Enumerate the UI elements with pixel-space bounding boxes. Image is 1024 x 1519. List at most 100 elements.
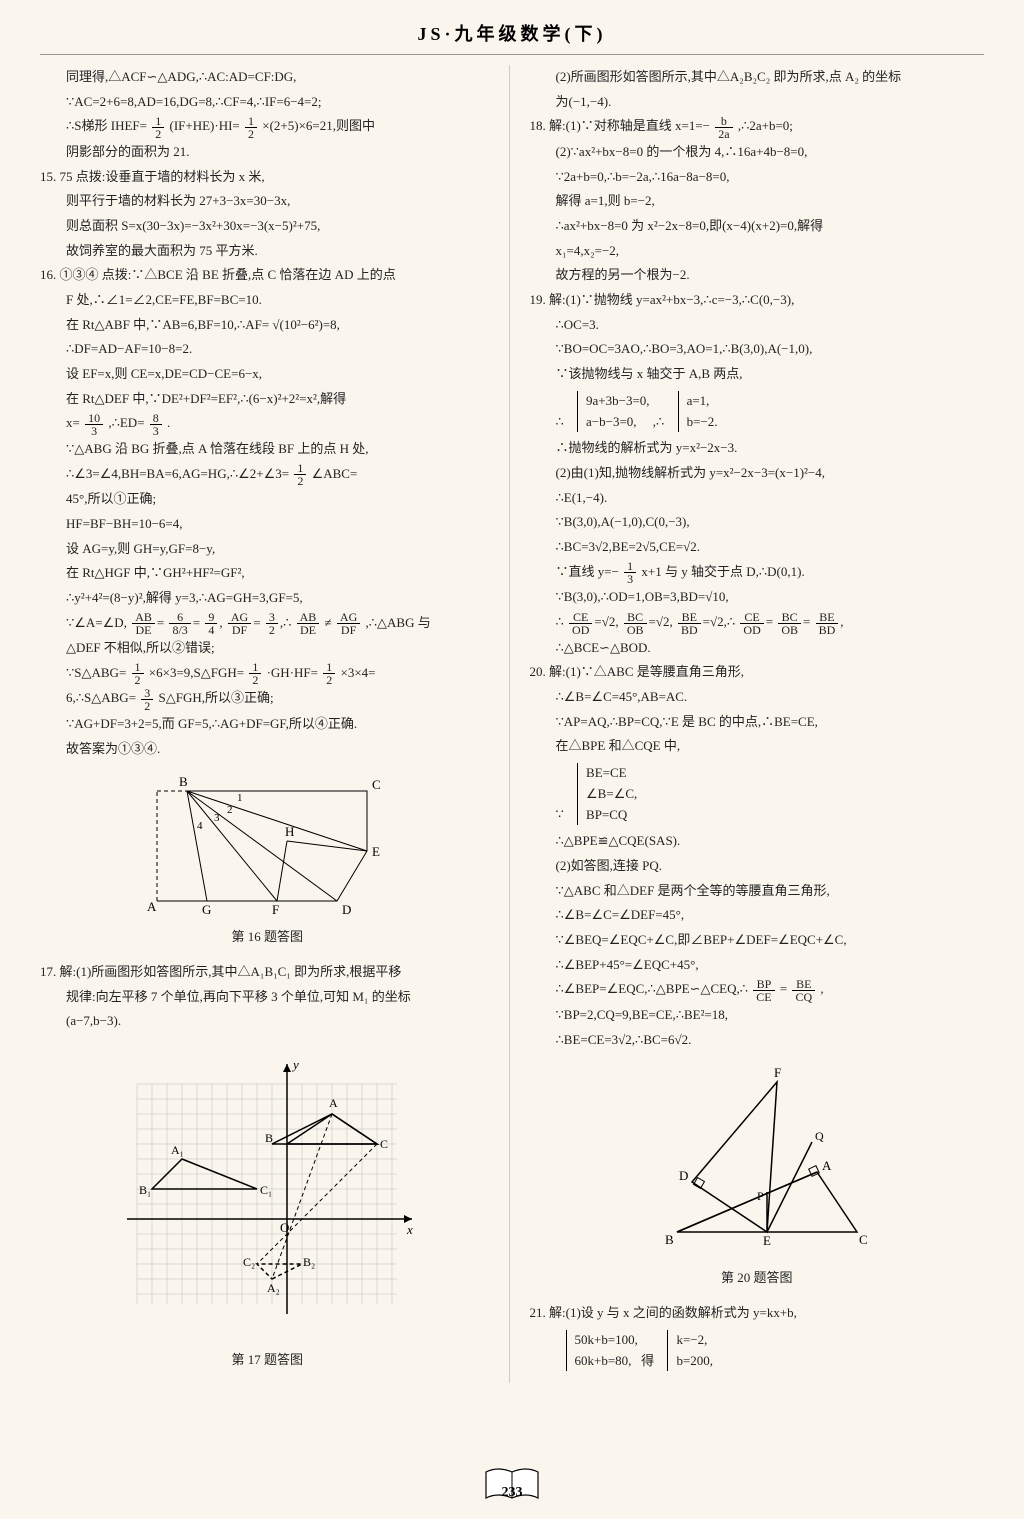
line: ∴∠3=∠4,BH=BA=6,AG=HG,∴∠2+∠3= 12 ∠ABC=	[40, 462, 495, 488]
right-column: (2)所画图形如答图所示,其中△A₂B₂C₂ 即为所求,点 A₂ 的坐标 为(−…	[530, 65, 985, 1383]
line: 故答案为①③④.	[40, 737, 495, 762]
line: x₁=4,x₂=−2,	[530, 239, 985, 264]
frac: 12	[323, 661, 335, 686]
brace: 50k+b=100, 60k+b=80,	[566, 1330, 638, 1372]
line: ∵AC=2+6=8,AD=16,DG=8,∴CF=4,∴IF=6−4=2;	[40, 90, 495, 115]
txt: ∴	[556, 414, 564, 429]
line: ∵直线 y=− 13 x+1 与 y 轴交于点 D,∴D(0,1).	[530, 560, 985, 586]
frac: BECQ	[792, 978, 815, 1003]
content-columns: 同理得,△ACF∽△ADG,∴AC:AD=CF:DG, ∵AC=2+6=8,AD…	[40, 65, 984, 1383]
line: 则总面积 S=x(30−3x)=−3x²+30x=−3(x−5)²+75,	[40, 214, 495, 239]
line: 解得 a=1,则 b=−2,	[530, 189, 985, 214]
frac: 12	[249, 661, 261, 686]
svg-text:D: D	[679, 1168, 688, 1183]
txt: (IF+HE)·HI=	[169, 118, 239, 133]
figure-17: O x y A B C A₁ B₁ C₁ A₂	[40, 1044, 495, 1373]
line: ∵B(3,0),A(−1,0),C(0,−3),	[530, 510, 985, 535]
line: x= 103 ,∴ED= 83 .	[40, 411, 495, 437]
line: 则平行于墙的材料长为 27+3−3x=30−3x,	[40, 189, 495, 214]
frac: 103	[85, 412, 103, 437]
line: ∴∠B=∠C=45°,AB=AC.	[530, 685, 985, 710]
brace: BE=CE ∠B=∠C, BP=CQ	[577, 763, 637, 825]
txt: ,∴2a+b=0;	[738, 118, 793, 133]
svg-text:C: C	[380, 1137, 388, 1151]
problem-15: 15. 75 点拨:设垂直于墙的材料长为 x 米,	[40, 165, 495, 190]
line: (2)所画图形如答图所示,其中△A₂B₂C₂ 即为所求,点 A₂ 的坐标	[530, 65, 985, 90]
problem-17: 17. 解:(1)所画图形如答图所示,其中△A₁B₁C₁ 即为所求,根据平移	[40, 960, 495, 985]
line: ∵△ABG 沿 BG 折叠,点 A 恰落在线段 BF 上的点 H 处,	[40, 437, 495, 462]
txt: 6,∴S△ABG=	[66, 690, 136, 705]
line: 50k+b=100, 60k+b=80, 得 k=−2, b=200,	[530, 1326, 985, 1376]
svg-text:E: E	[763, 1233, 771, 1248]
svg-text:P: P	[757, 1189, 764, 1203]
line: ∵∠BEQ=∠EQC+∠C,即∠BEP+∠DEF=∠EQC+∠C,	[530, 928, 985, 953]
line: ∵S△ABG= 12 ×6×3=9,S△FGH= 12 ·GH·HF= 12 ×…	[40, 661, 495, 687]
txt: ×(2+5)×6=21,则图中	[262, 118, 375, 133]
brace: a=1, b=−2.	[678, 391, 718, 433]
svg-text:A: A	[329, 1096, 338, 1110]
svg-text:D: D	[342, 902, 351, 917]
line: 在 Rt△HGF 中,∵GH²+HF²=GF²,	[40, 561, 495, 586]
frac: ABDE	[132, 611, 155, 636]
problem-16: 16. ①③④ 点拨:∵△BCE 沿 BE 折叠,点 C 恰落在边 AD 上的点	[40, 263, 495, 288]
svg-text:A: A	[822, 1158, 832, 1173]
svg-text:y: y	[291, 1057, 299, 1072]
line: ∴∠BEP+45°=∠EQC+45°,	[530, 953, 985, 978]
figure-16-caption: 第 16 题答图	[40, 925, 495, 950]
svg-text:A₂: A₂	[267, 1281, 280, 1295]
frac: BEBD	[678, 611, 701, 636]
svg-text:B: B	[665, 1232, 674, 1247]
txt: 18. 解:(1)∵对称轴是直线 x=1=−	[530, 118, 711, 133]
line: 规律:向左平移 7 个单位,再向下平移 3 个单位,可知 M₁ 的坐标	[40, 985, 495, 1010]
line: (2)如答图,连接 PQ.	[530, 854, 985, 879]
figure-20: B C A D E F P Q 第 20 题答图	[530, 1062, 985, 1291]
txt: ∴∠BEP=∠EQC,∴△BPE∽△CEQ,∴	[556, 981, 749, 996]
line: 在 Rt△DEF 中,∵DE²+DF²=EF²,∴(6−x)²+2²=x²,解得	[40, 387, 495, 412]
frac: 12	[245, 115, 257, 140]
svg-text:Q: Q	[815, 1129, 824, 1143]
svg-text:A₁: A₁	[171, 1143, 184, 1157]
line: ∵BP=2,CQ=9,BE=CE,∴BE²=18,	[530, 1003, 985, 1028]
svg-text:G: G	[202, 902, 211, 917]
svg-text:C₁: C₁	[260, 1183, 272, 1197]
txt: .	[167, 415, 170, 430]
frac: 83	[150, 412, 162, 437]
line: ∴BC=3√2,BE=2√5,CE=√2.	[530, 535, 985, 560]
problem-18: 18. 解:(1)∵对称轴是直线 x=1=− b2a ,∴2a+b=0;	[530, 114, 985, 140]
svg-text:B₁: B₁	[139, 1183, 151, 1197]
svg-text:B: B	[265, 1131, 273, 1145]
frac: 12	[132, 661, 144, 686]
line: ∴DF=AD−AF=10−8=2.	[40, 337, 495, 362]
problem-19: 19. 解:(1)∵抛物线 y=ax²+bx−3,∴c=−3,∴C(0,−3),	[530, 288, 985, 313]
txt: ,	[820, 981, 823, 996]
svg-text:4: 4	[197, 820, 203, 832]
txt: ,∴	[653, 414, 665, 429]
txt: ∵∠A=∠D,	[66, 615, 127, 630]
txt: ∴S梯形 IHEF=	[66, 118, 147, 133]
svg-text:O: O	[280, 1220, 289, 1235]
txt: ×3×4=	[340, 665, 375, 680]
txt: x+1 与 y 轴交于点 D,∴D(0,1).	[641, 564, 804, 579]
frac: 32	[266, 611, 278, 636]
line: 为(−1,−4).	[530, 90, 985, 115]
brace: 9a+3b−3=0, a−b−3=0,	[577, 391, 650, 433]
line: ∴E(1,−4).	[530, 486, 985, 511]
figure-16: A B C D E F G H 1 2 3 4 第 16 题答图	[40, 771, 495, 950]
txt: ·GH·HF=	[267, 665, 318, 680]
line: 故方程的另一个根为−2.	[530, 263, 985, 288]
line: ∴OC=3.	[530, 313, 985, 338]
left-column: 同理得,△ACF∽△ADG,∴AC:AD=CF:DG, ∵AC=2+6=8,AD…	[40, 65, 510, 1383]
svg-text:B₂: B₂	[303, 1255, 315, 1269]
txt: ≠	[325, 615, 332, 630]
page-header: JS·九年级数学(下)	[40, 20, 984, 55]
svg-text:E: E	[372, 844, 380, 859]
frac: 94	[205, 611, 217, 636]
frac: 68/3	[169, 611, 190, 636]
line: HF=BF−BH=10−6=4,	[40, 512, 495, 537]
line: ∴△BPE≌△CQE(SAS).	[530, 829, 985, 854]
problem-20: 20. 解:(1)∵△ABC 是等腰直角三角形,	[530, 660, 985, 685]
line: ∴抛物线的解析式为 y=x²−2x−3.	[530, 436, 985, 461]
line: ∵ BE=CE ∠B=∠C, BP=CQ	[530, 759, 985, 829]
svg-text:C₂: C₂	[243, 1255, 255, 1269]
svg-text:1: 1	[237, 792, 243, 804]
